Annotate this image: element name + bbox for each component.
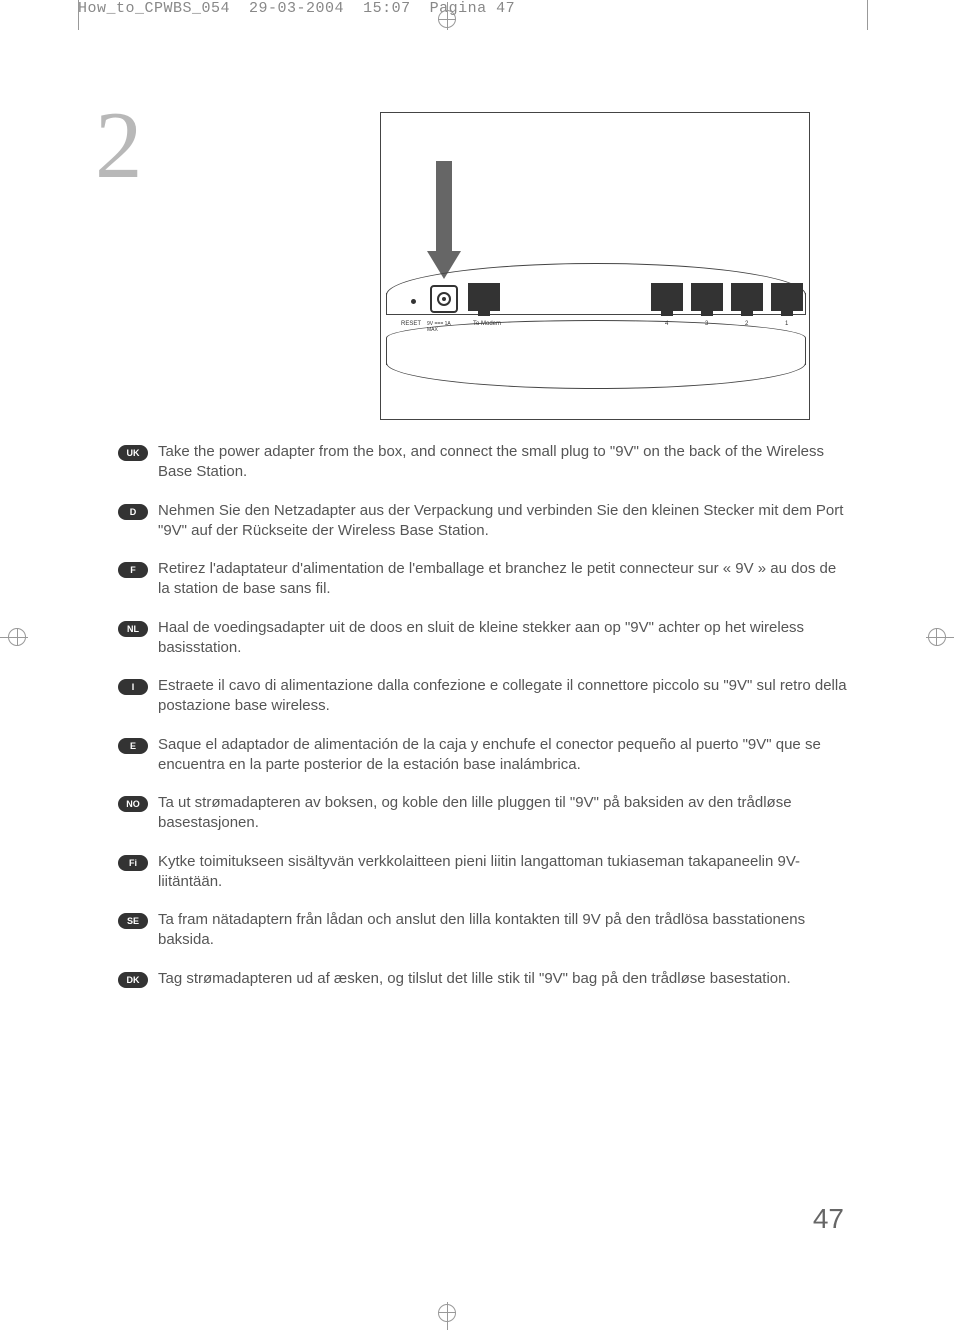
instruction-item: F Retirez l'adaptateur d'alimentation de…: [118, 559, 848, 600]
instruction-item: E Saque el adaptador de alimentación de …: [118, 735, 848, 776]
ethernet-port-1-icon: [771, 283, 803, 311]
lang-badge-fi: Fi: [118, 855, 148, 871]
port3-label: 3: [705, 321, 708, 327]
power-port-icon: [430, 285, 458, 313]
lang-badge-uk: UK: [118, 445, 148, 461]
port1-label: 1: [785, 321, 788, 327]
crop-mark-register-left: [0, 627, 28, 647]
lang-badge-no: NO: [118, 796, 148, 812]
ethernet-port-3-icon: [691, 283, 723, 311]
instruction-text: Nehmen Sie den Netzadapter aus der Verpa…: [158, 501, 848, 542]
instruction-text: Retirez l'adaptateur d'alimentation de l…: [158, 559, 848, 600]
reset-button-icon: [411, 299, 416, 304]
lang-badge-f: F: [118, 562, 148, 578]
lang-badge-dk: DK: [118, 972, 148, 988]
crop-mark-register-right: [926, 627, 954, 647]
instruction-item: NL Haal de voedingsadapter uit de doos e…: [118, 618, 848, 659]
device-diagram: RESET 9V === 1A MAX To Modem 4 3 2 1: [380, 112, 810, 420]
instruction-item: DK Tag strømadapteren ud af æsken, og ti…: [118, 969, 848, 989]
lang-badge-i: I: [118, 679, 148, 695]
instruction-text: Take the power adapter from the box, and…: [158, 442, 848, 483]
crop-mark-register-top: [437, 2, 457, 30]
instruction-text: Ta fram nätadaptern från lådan och anslu…: [158, 910, 848, 951]
crop-mark-register-bottom: [437, 1302, 457, 1330]
instruction-item: I Estraete il cavo di alimentazione dall…: [118, 676, 848, 717]
instruction-item: SE Ta fram nätadaptern från lådan och an…: [118, 910, 848, 951]
ethernet-port-2-icon: [731, 283, 763, 311]
modem-port-icon: [468, 283, 500, 311]
instruction-text: Estraete il cavo di alimentazione dalla …: [158, 676, 848, 717]
instruction-text: Tag strømadapteren ud af æsken, og tilsl…: [158, 969, 791, 989]
page-number: 47: [813, 1203, 844, 1235]
instruction-item: D Nehmen Sie den Netzadapter aus der Ver…: [118, 501, 848, 542]
instruction-text: Saque el adaptador de alimentación de la…: [158, 735, 848, 776]
crop-mark-top: [78, 0, 868, 30]
port2-label: 2: [745, 321, 748, 327]
power-label: 9V === 1A MAX: [427, 321, 457, 333]
lang-badge-se: SE: [118, 913, 148, 929]
instruction-item: Fi Kytke toimitukseen sisältyvän verkkol…: [118, 852, 848, 893]
modem-label: To Modem: [473, 321, 501, 327]
ethernet-port-4-icon: [651, 283, 683, 311]
lang-badge-nl: NL: [118, 621, 148, 637]
instructions-list: UK Take the power adapter from the box, …: [118, 442, 848, 1007]
port4-label: 4: [665, 321, 668, 327]
instruction-item: NO Ta ut strømadapteren av boksen, og ko…: [118, 793, 848, 834]
instruction-text: Kytke toimitukseen sisältyvän verkkolait…: [158, 852, 848, 893]
lang-badge-d: D: [118, 504, 148, 520]
instruction-item: UK Take the power adapter from the box, …: [118, 442, 848, 483]
instruction-text: Haal de voedingsadapter uit de doos en s…: [158, 618, 848, 659]
instruction-text: Ta ut strømadapteren av boksen, og koble…: [158, 793, 848, 834]
step-number: 2: [95, 90, 143, 200]
lang-badge-e: E: [118, 738, 148, 754]
reset-label: RESET: [401, 321, 421, 327]
